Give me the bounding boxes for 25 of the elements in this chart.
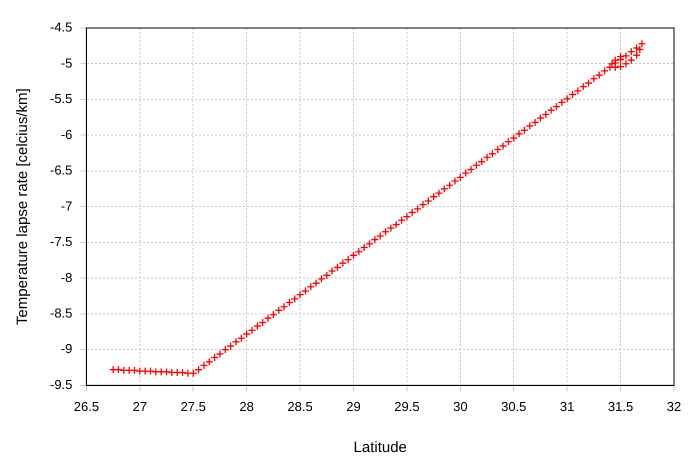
- x-tick-label: 27: [132, 398, 148, 414]
- y-tick-label: -8: [60, 270, 72, 285]
- x-tick-label: 30.5: [501, 398, 526, 414]
- x-tick-label: 28: [239, 398, 254, 414]
- y-tick-label: -5: [60, 55, 72, 70]
- x-tick-label: 26.5: [74, 398, 100, 414]
- y-tick-label: -9.5: [50, 376, 72, 392]
- y-tick-label: -6.5: [50, 162, 72, 178]
- y-tick-label: -7.5: [50, 234, 72, 250]
- x-tick-label: 30: [453, 398, 468, 414]
- x-tick-label: 31.5: [608, 398, 634, 414]
- x-tick-label: 29: [346, 398, 361, 414]
- y-tick-label: -8.5: [50, 306, 72, 320]
- y-tick-label: -5.5: [50, 91, 72, 106]
- y-tick-label: -9: [60, 341, 72, 356]
- x-tick-label: 28.5: [287, 398, 313, 414]
- y-tick-label: -6: [60, 126, 72, 142]
- x-axis-title: Latitude: [354, 439, 407, 456]
- y-tick-label: -7: [60, 198, 72, 214]
- x-tick-label: 27.5: [180, 398, 206, 414]
- y-tick-label: -4.5: [50, 20, 72, 35]
- x-tick-label: 29.5: [394, 398, 420, 414]
- x-tick-label: 32: [666, 398, 682, 414]
- y-axis-title: Temperature lapse rate [celcius/km]: [14, 88, 32, 326]
- x-tick-label: 31: [560, 398, 574, 414]
